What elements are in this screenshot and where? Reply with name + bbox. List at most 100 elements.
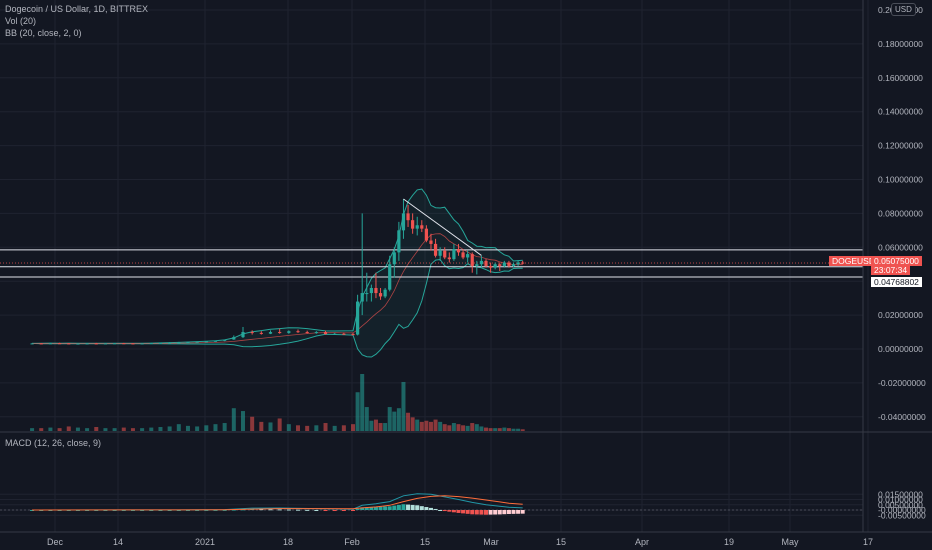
macd-histogram-bar [474, 510, 479, 515]
candle-body [502, 262, 506, 266]
price-tick-label: 0.10000000 [878, 175, 923, 185]
currency-button[interactable]: USD [891, 3, 916, 16]
candle-body [511, 264, 516, 266]
volume-bar [488, 428, 493, 431]
candle-body [204, 341, 208, 343]
macd-histogram-bar [502, 510, 507, 515]
macd-histogram-bar [483, 510, 488, 515]
macd-histogram-bar [351, 510, 356, 511]
candle-body [223, 339, 227, 341]
macd-histogram-bar [296, 509, 301, 511]
chart-title: Dogecoin / US Dollar, 1D, BITTREX [5, 4, 149, 14]
macd-histogram-bar [424, 507, 429, 510]
price-tick-label: -0.02000000 [878, 378, 926, 388]
volume-bar [130, 428, 135, 431]
candle-body [305, 332, 309, 334]
macd-histogram-bar [465, 510, 470, 514]
marker-price-tag: 0.04768802 [871, 277, 922, 287]
candle-body [374, 287, 378, 294]
signal-line [32, 495, 523, 511]
macd-histogram-bar [112, 510, 117, 511]
macd-histogram-bar [520, 510, 525, 514]
candle-body [140, 343, 144, 345]
candle-body [392, 252, 396, 265]
volume-bar [474, 424, 479, 431]
volume-bar [112, 428, 117, 431]
time-tick-label: 15 [556, 537, 566, 547]
candle-body [158, 342, 163, 344]
macd-legend[interactable]: MACD (12, 26, close, 9) [5, 438, 102, 448]
volume-bar [419, 421, 424, 431]
volume-bar [483, 427, 488, 431]
volume-bar [250, 416, 255, 431]
countdown-tag: 23:07:34 [871, 265, 911, 275]
candle-body [57, 343, 62, 345]
macd-histogram-bar [415, 505, 420, 510]
macd-tick-label: 0.00500000 [878, 500, 923, 510]
candle-body [456, 248, 461, 253]
price-tick-label: 0.16000000 [878, 73, 923, 83]
candle-body [461, 252, 465, 258]
macd-histogram-bar [103, 510, 108, 511]
price-tick-label: -0.04000000 [878, 412, 926, 422]
bb-legend[interactable]: BB (20, close, 2, 0) [5, 28, 82, 38]
macd-histogram-bar [30, 510, 35, 511]
macd-histogram-bar [511, 510, 516, 514]
volume-bar [296, 425, 301, 431]
macd-histogram-bar [438, 510, 443, 511]
macd-histogram-bar [268, 509, 273, 511]
macd-histogram-bar [470, 510, 475, 515]
macd-histogram-bar [360, 507, 365, 510]
horizontal-lines [0, 249, 863, 278]
bollinger-bands [32, 188, 523, 358]
candle-body [76, 343, 80, 345]
candle-body [149, 343, 153, 345]
volume-bar [516, 428, 521, 431]
last-price-tag: 0.05075000 [871, 256, 922, 266]
macd-histogram-bar [406, 504, 411, 510]
volume-bar [204, 425, 209, 431]
candle-body [168, 342, 172, 344]
volume-bar [213, 424, 218, 431]
macd-tick-label: 0.01500000 [878, 489, 923, 499]
candle-body [122, 343, 126, 345]
price-tick-label: 0.08000000 [878, 208, 923, 218]
bb-fill [32, 189, 523, 357]
macd-tick-label: -0.00000000 [878, 505, 926, 515]
volume-bar [259, 421, 264, 431]
macd-histogram-bar [57, 510, 62, 511]
macd-histogram-bar [176, 510, 181, 511]
volume-bar [401, 381, 406, 431]
macd-histogram-bar [167, 510, 172, 511]
candle-body [415, 225, 419, 229]
volume-bar [332, 425, 337, 431]
candlesticks [30, 198, 525, 345]
macd-histogram-bar [185, 509, 190, 511]
volume-legend[interactable]: Vol (20) [5, 16, 37, 26]
volume-bar [373, 419, 378, 431]
candle-body [383, 289, 387, 297]
volume-bar [85, 428, 90, 431]
candle-body [232, 337, 236, 340]
candle-body [443, 250, 447, 258]
macd-histogram-bar [364, 507, 369, 510]
volume-bar [511, 428, 516, 431]
grid [0, 0, 869, 532]
volume-bar [121, 427, 126, 431]
macd-histogram-bar [341, 510, 346, 511]
volume-bar [461, 425, 466, 431]
candle-body [365, 293, 369, 295]
volume-bar [48, 427, 53, 431]
volume-bar [497, 428, 502, 431]
macd-histogram-bar [383, 506, 388, 510]
volume-bar [383, 423, 388, 431]
macd-histogram-bar [479, 510, 484, 515]
time-tick-label: Mar [483, 537, 499, 547]
candle-body [259, 332, 263, 334]
time-tick-label: 19 [724, 537, 734, 547]
volume-bar [378, 423, 383, 431]
volume-bar [305, 425, 310, 431]
candle-body [250, 332, 254, 334]
macd-histogram-bar [355, 508, 360, 510]
